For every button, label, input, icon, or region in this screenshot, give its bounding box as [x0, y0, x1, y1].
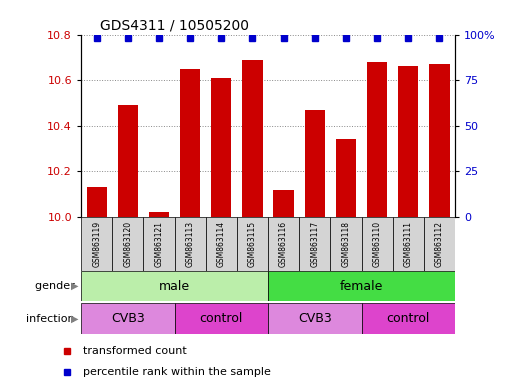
Bar [331, 217, 361, 271]
Bar [305, 110, 325, 217]
Bar [143, 217, 175, 271]
Text: transformed count: transformed count [83, 346, 187, 356]
Text: GDS4311 / 10505200: GDS4311 / 10505200 [100, 18, 249, 32]
Text: GSM863114: GSM863114 [217, 221, 226, 267]
Text: control: control [200, 312, 243, 325]
Bar [86, 187, 107, 217]
Text: GSM863116: GSM863116 [279, 221, 288, 267]
Text: GSM863115: GSM863115 [248, 221, 257, 267]
Text: percentile rank within the sample: percentile rank within the sample [83, 367, 271, 377]
Bar [268, 271, 455, 301]
Text: control: control [386, 312, 430, 325]
Bar [398, 66, 418, 217]
Bar [336, 139, 356, 217]
Bar [429, 64, 450, 217]
Text: ▶: ▶ [71, 281, 78, 291]
Text: GSM863121: GSM863121 [154, 221, 164, 267]
Bar [268, 303, 361, 334]
Text: GSM863117: GSM863117 [310, 221, 319, 267]
Bar [274, 190, 294, 217]
Bar [81, 271, 268, 301]
Text: GSM863118: GSM863118 [342, 221, 350, 267]
Text: infection: infection [26, 314, 78, 324]
Text: CVB3: CVB3 [298, 312, 332, 325]
Bar [81, 217, 112, 271]
Bar [424, 217, 455, 271]
Bar [237, 217, 268, 271]
Bar [268, 217, 299, 271]
Text: GSM863110: GSM863110 [372, 221, 382, 267]
Bar [242, 60, 263, 217]
Bar [175, 303, 268, 334]
Bar [211, 78, 231, 217]
Text: gender: gender [35, 281, 78, 291]
Text: GSM863120: GSM863120 [123, 221, 132, 267]
Text: CVB3: CVB3 [111, 312, 145, 325]
Text: female: female [340, 280, 383, 293]
Bar [393, 217, 424, 271]
Bar [206, 217, 237, 271]
Text: GSM863119: GSM863119 [92, 221, 101, 267]
Bar [112, 217, 143, 271]
Bar [367, 62, 387, 217]
Text: GSM863112: GSM863112 [435, 221, 444, 267]
Bar [175, 217, 206, 271]
Bar [180, 69, 200, 217]
Text: ▶: ▶ [71, 314, 78, 324]
Text: GSM863111: GSM863111 [404, 221, 413, 267]
Text: GSM863113: GSM863113 [186, 221, 195, 267]
Text: male: male [159, 280, 190, 293]
Bar [299, 217, 331, 271]
Bar [361, 217, 393, 271]
Bar [149, 212, 169, 217]
Bar [81, 303, 175, 334]
Bar [361, 303, 455, 334]
Bar [118, 105, 138, 217]
